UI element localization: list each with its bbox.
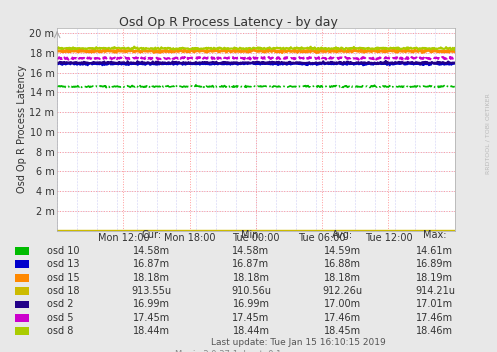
Text: Min:: Min:	[241, 230, 261, 240]
Text: RRDTOOL / TOBI OETIKER: RRDTOOL / TOBI OETIKER	[486, 93, 491, 174]
Text: osd 15: osd 15	[47, 273, 80, 283]
Text: Max:: Max:	[423, 230, 447, 240]
Text: 18.18m: 18.18m	[325, 273, 361, 283]
Text: 16.87m: 16.87m	[233, 259, 269, 269]
Y-axis label: Osd Op R Process Latency: Osd Op R Process Latency	[16, 65, 27, 193]
Text: 16.88m: 16.88m	[325, 259, 361, 269]
Text: 14.59m: 14.59m	[325, 246, 361, 256]
Text: 16.87m: 16.87m	[133, 259, 170, 269]
Text: 17.01m: 17.01m	[416, 300, 453, 309]
Text: 18.44m: 18.44m	[133, 326, 170, 336]
Text: 18.19m: 18.19m	[416, 273, 453, 283]
Text: 17.45m: 17.45m	[233, 313, 269, 323]
Text: 16.89m: 16.89m	[416, 259, 453, 269]
Text: osd 8: osd 8	[47, 326, 74, 336]
Text: 17.00m: 17.00m	[325, 300, 361, 309]
Text: Cur:: Cur:	[142, 230, 162, 240]
Text: osd 5: osd 5	[47, 313, 74, 323]
Text: 14.58m: 14.58m	[133, 246, 170, 256]
Text: osd 13: osd 13	[47, 259, 80, 269]
Text: 18.45m: 18.45m	[325, 326, 361, 336]
Text: 17.46m: 17.46m	[325, 313, 361, 323]
Text: Last update: Tue Jan 15 16:10:15 2019: Last update: Tue Jan 15 16:10:15 2019	[211, 338, 386, 347]
Text: osd 2: osd 2	[47, 300, 74, 309]
Text: 913.55u: 913.55u	[132, 286, 171, 296]
Text: osd 18: osd 18	[47, 286, 80, 296]
Text: 18.18m: 18.18m	[233, 273, 269, 283]
Text: 912.26u: 912.26u	[323, 286, 363, 296]
Text: 14.61m: 14.61m	[416, 246, 453, 256]
Text: 17.45m: 17.45m	[133, 313, 170, 323]
Text: 18.46m: 18.46m	[416, 326, 453, 336]
Text: 14.58m: 14.58m	[233, 246, 269, 256]
Text: 18.44m: 18.44m	[233, 326, 269, 336]
Text: osd 10: osd 10	[47, 246, 80, 256]
Text: 17.46m: 17.46m	[416, 313, 453, 323]
Text: 910.56u: 910.56u	[231, 286, 271, 296]
Text: 914.21u: 914.21u	[415, 286, 455, 296]
Text: Avg:: Avg:	[332, 230, 353, 240]
Text: Osd Op R Process Latency - by day: Osd Op R Process Latency - by day	[119, 16, 338, 29]
Text: 16.99m: 16.99m	[133, 300, 170, 309]
Text: 18.18m: 18.18m	[133, 273, 170, 283]
Text: Munin 2.0.37-1ubuntu0.1: Munin 2.0.37-1ubuntu0.1	[175, 350, 282, 352]
Text: 16.99m: 16.99m	[233, 300, 269, 309]
